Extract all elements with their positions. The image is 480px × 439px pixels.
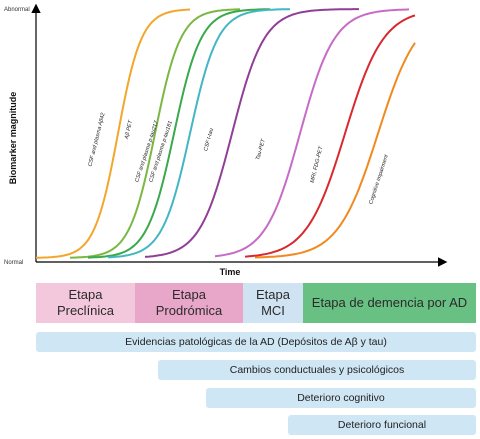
stage-mci-line2: MCI xyxy=(261,303,285,318)
stage-prodromal: Etapa Prodrómica xyxy=(135,283,243,323)
x-axis-label: Time xyxy=(220,267,241,277)
bar-functional: Deterioro funcional xyxy=(288,415,476,435)
curve-8 xyxy=(254,42,416,259)
bar-pathology-label: Evidencias patológicas de la AD (Depósit… xyxy=(125,336,387,348)
curve-group: CSF and plasma Aβ42 Aβ PET CSF and plasma … xyxy=(35,8,416,259)
y-axis-label: Biomarker magnitude xyxy=(8,92,18,185)
bar-functional-label: Deterioro funcional xyxy=(337,419,427,431)
curve-3 xyxy=(87,8,270,259)
curve-label-2: Aβ PET xyxy=(124,119,134,140)
curve-label-8: Cognitive impairment xyxy=(368,154,390,205)
curve-label-7: MRI, FDG-PET xyxy=(310,145,325,183)
stage-prodromal-line1: Etapa xyxy=(172,287,206,302)
y-tick-abnormal: Abnormal xyxy=(4,7,30,13)
curve-2 xyxy=(69,8,241,259)
biomarker-curve-chart: Abnormal Normal Biomarker magnitude Time… xyxy=(4,3,448,277)
stage-preclinical-line2: Preclínica xyxy=(56,303,115,318)
stage-dementia-line1: Etapa de demencia por AD xyxy=(311,295,468,310)
stage-dementia: Etapa de demencia por AD xyxy=(303,283,476,323)
y-tick-normal: Normal xyxy=(4,260,23,266)
curve-4 xyxy=(107,8,290,259)
bar-pathology: Evidencias patológicas de la AD (Depósit… xyxy=(36,332,476,352)
stage-prodromal-line2: Prodrómica xyxy=(155,303,223,318)
curve-label-6: Tau-PET xyxy=(255,138,267,161)
bar-behavioral-label: Cambios conductuales y psicológicos xyxy=(229,364,405,376)
curve-6 xyxy=(214,8,410,258)
curve-7 xyxy=(244,14,416,258)
bar-cognitive: Deterioro cognitivo xyxy=(206,388,476,408)
bar-cognitive-label: Deterioro cognitivo xyxy=(297,392,385,404)
curve-label-1: CSF and plasma Aβ42 xyxy=(87,112,106,167)
bar-behavioral: Cambios conductuales y psicológicos xyxy=(158,360,476,380)
curve-5 xyxy=(144,8,359,258)
stage-preclinical-line1: Etapa xyxy=(68,287,103,302)
stage-mci-line1: Etapa xyxy=(256,287,290,302)
stage-preclinical: Etapa Preclínica xyxy=(36,283,135,323)
stage-mci: Etapa MCI xyxy=(243,283,303,323)
curve-label-5: CSF t-tau xyxy=(203,128,215,152)
curve-1 xyxy=(35,8,191,259)
